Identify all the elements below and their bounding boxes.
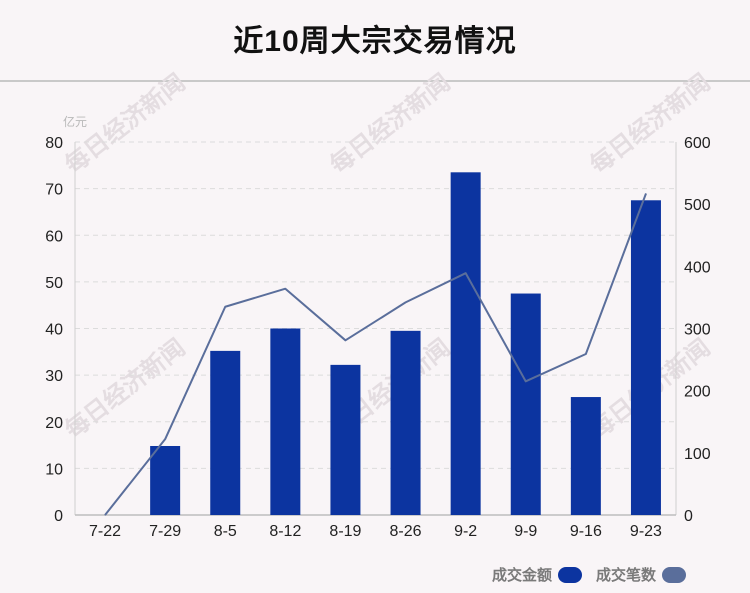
bar-8-26 — [390, 330, 421, 515]
line-point-9-16 — [585, 353, 587, 355]
x-tick-label-5: 8-26 — [390, 523, 422, 540]
legend-item-amount: 成交金额 — [492, 564, 582, 585]
watermark-text-2: 每日经济新闻 — [585, 68, 716, 179]
line-layer — [104, 193, 647, 516]
page-title: 近10周大宗交易情况 — [233, 25, 517, 58]
x-tick-label-4: 8-19 — [329, 523, 361, 540]
x-tick-label-3: 8-12 — [269, 523, 301, 540]
header-divider — [0, 80, 750, 82]
y-right-tick-label-4: 400 — [684, 259, 711, 276]
y-right-tick-label-1: 100 — [684, 446, 711, 463]
x-tick-label-2: 8-5 — [214, 523, 237, 540]
line-point-7-22 — [104, 514, 106, 516]
bar-9-2 — [450, 172, 481, 515]
legend-item-count: 成交笔数 — [596, 564, 686, 585]
x-tick-label-7: 9-9 — [514, 523, 537, 540]
x-tick-label-6: 9-2 — [454, 523, 477, 540]
y-left-tick-label-7: 70 — [45, 182, 63, 199]
y-left-tick-label-4: 40 — [45, 322, 63, 339]
line-point-8-12 — [284, 288, 286, 290]
bar-9-16 — [570, 397, 601, 515]
bar-8-5 — [210, 350, 241, 515]
bar-layer — [150, 172, 661, 515]
line-point-8-5 — [224, 306, 226, 308]
legend: 成交金额 成交笔数 — [492, 564, 686, 585]
bar-8-19 — [330, 364, 361, 515]
y-left-tick-label-2: 20 — [45, 415, 63, 432]
y-left-tick-label-3: 30 — [45, 368, 63, 385]
y-left-tick-label-1: 10 — [45, 461, 63, 478]
header: 近10周大宗交易情况 — [0, 0, 750, 80]
bar-9-9 — [510, 293, 541, 515]
line-series-count — [104, 193, 647, 516]
bar-9-23 — [630, 200, 661, 515]
y-left-tick-label-0: 0 — [54, 508, 63, 525]
y-right-tick-label-0: 0 — [684, 508, 693, 525]
label-layer: 0 10 20 30 40 50 60 70 80 0 100 200 300 400 500 600 亿元 7-… — [45, 114, 711, 540]
y-left-unit-label: 亿元 — [63, 114, 87, 129]
y-right-tick-label-6: 600 — [684, 135, 711, 152]
legend-swatch-amount — [557, 566, 582, 583]
x-tick-label-1: 7-29 — [149, 523, 181, 540]
x-tick-label-9: 9-23 — [630, 523, 662, 540]
x-tick-label-8: 9-16 — [570, 523, 602, 540]
y-right-tick-label-2: 200 — [684, 384, 711, 401]
line-point-8-19 — [344, 339, 346, 341]
watermark-text-1: 每日经济新闻 — [325, 68, 456, 179]
bar-7-29 — [150, 445, 181, 515]
bar-8-12 — [270, 328, 301, 515]
y-right-tick-label-5: 500 — [684, 197, 711, 214]
y-left-tick-label-5: 50 — [45, 275, 63, 292]
line-point-9-23 — [645, 193, 647, 195]
line-point-8-26 — [405, 301, 407, 303]
line-point-9-9 — [525, 380, 527, 382]
line-point-7-29 — [164, 438, 166, 440]
x-tick-label-0: 7-22 — [89, 523, 121, 540]
legend-label-amount: 成交金额 — [491, 567, 552, 584]
y-right-tick-label-3: 300 — [684, 322, 711, 339]
watermark-layer: 每日经济新闻每日经济新闻每日经济新闻每日经济新闻每日经济新闻每日经济新闻 — [60, 68, 716, 444]
line-point-9-2 — [465, 272, 467, 274]
y-left-tick-label-8: 80 — [45, 135, 63, 152]
legend-label-count: 成交笔数 — [595, 567, 656, 584]
legend-swatch-count — [662, 566, 686, 583]
y-left-tick-label-6: 60 — [45, 228, 63, 245]
